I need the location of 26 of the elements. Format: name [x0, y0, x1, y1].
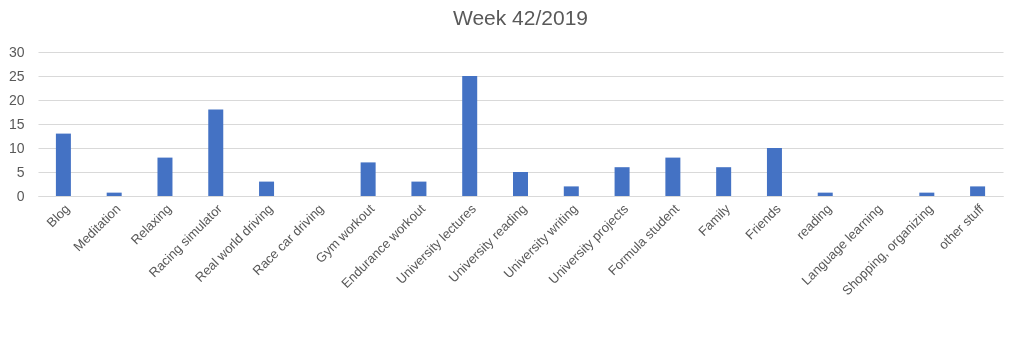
bar	[462, 76, 478, 196]
bar	[563, 186, 579, 196]
y-tick-label: 0	[16, 187, 25, 204]
bar	[513, 172, 528, 196]
bar	[716, 167, 732, 196]
y-tick-label: 10	[8, 139, 25, 156]
y-tick-label: 15	[8, 115, 25, 132]
bar	[766, 148, 782, 196]
bar	[259, 181, 275, 196]
bar	[614, 167, 630, 196]
chart-title: Week 42/2019	[452, 6, 589, 29]
y-tick-label: 25	[8, 67, 25, 84]
y-tick-label: 20	[8, 91, 25, 108]
bar	[665, 157, 681, 196]
y-tick-label: 5	[16, 163, 25, 180]
bar	[411, 181, 427, 196]
bar	[55, 133, 71, 196]
bar	[106, 192, 122, 196]
bar	[157, 157, 173, 196]
y-tick-label: 30	[8, 43, 25, 60]
bar	[360, 162, 376, 196]
x-tick-label: Blog	[43, 201, 73, 231]
bar	[970, 186, 986, 196]
bar	[919, 192, 935, 196]
bar	[208, 109, 224, 196]
bar	[817, 192, 833, 196]
